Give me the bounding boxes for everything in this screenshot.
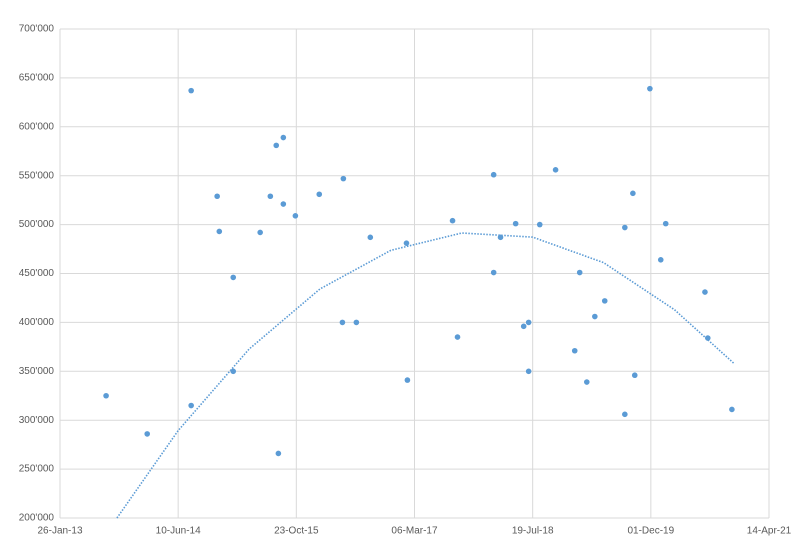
y-tick-label: 400'000 [19,317,55,328]
data-point [292,212,299,219]
data-point [601,298,608,304]
data-point [631,372,638,379]
y-tick-label: 300'000 [19,415,55,426]
data-point [188,402,194,409]
data-point [273,142,280,149]
data-point [497,234,504,241]
x-tick-label: 23-Oct-15 [274,526,319,537]
data-point [657,257,664,263]
data-point [525,368,532,375]
y-tick-label: 500'000 [19,219,55,230]
data-point [275,450,282,457]
data-point [404,377,411,383]
data-point [647,85,653,92]
data-point [571,347,578,354]
data-point [449,217,456,224]
x-tick-label: 10-Jun-14 [156,526,201,537]
y-tick-label: 700'000 [19,24,55,35]
data-point [267,193,274,200]
y-tick-label: 350'000 [19,366,55,377]
y-tick-label: 200'000 [19,513,55,524]
data-point [512,220,519,227]
data-point [536,221,543,228]
data-point [454,334,461,340]
data-point [353,319,360,326]
x-tick-label: 06-Mar-17 [391,526,438,537]
data-point [403,240,410,246]
data-point [622,224,628,231]
data-point [576,269,583,276]
trendline [116,232,735,519]
data-point [702,289,708,295]
data-point [729,406,735,413]
y-tick-label: 600'000 [19,121,55,132]
data-point [257,229,263,236]
data-point [367,234,374,241]
data-point [704,335,711,341]
x-tick-label: 14-Apr-21 [747,526,792,537]
data-point [280,134,287,141]
data-point [490,171,497,178]
data-point [490,269,497,276]
data-point [622,411,628,418]
data-point [552,167,559,173]
data-point [144,431,151,437]
data-point [520,323,527,330]
data-point [216,228,223,235]
data-point [340,175,347,182]
data-point [230,368,237,375]
data-point [280,201,287,207]
x-tick-label: 19-Jul-18 [512,526,554,537]
data-point [525,319,532,326]
y-tick-label: 550'000 [19,170,55,181]
data-point [339,319,346,326]
data-point [662,220,669,227]
data-point [230,274,237,281]
x-tick-label: 01-Dec-19 [627,526,674,537]
data-point [592,313,598,320]
x-tick-label: 26-Jan-13 [37,526,82,537]
data-point [103,392,109,399]
data-point [583,379,590,385]
y-tick-label: 250'000 [19,464,55,475]
data-point [316,191,323,198]
data-point [630,190,636,197]
data-point [214,193,220,200]
y-tick-label: 650'000 [19,73,55,84]
data-point [188,87,194,94]
y-tick-label: 450'000 [19,268,55,279]
